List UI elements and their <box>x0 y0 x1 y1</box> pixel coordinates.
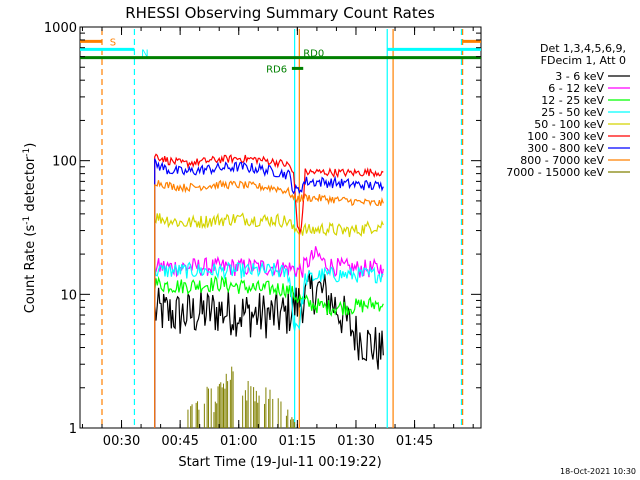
footer-stamp: 18-Oct-2021 10:30 <box>560 467 636 476</box>
y-axis-label-end: ) <box>23 143 38 148</box>
x-tick-label-1: 00:45 <box>161 434 198 449</box>
legend-header-2: FDecim 1, Att 0 <box>541 54 626 67</box>
series-line-5 <box>154 153 384 428</box>
legend-entry-5: 100 - 300 keV <box>527 130 604 143</box>
plot-frame <box>79 26 482 429</box>
legend-header-1: Det 1,3,4,5,6,9, <box>540 42 626 55</box>
plot-area <box>79 26 482 429</box>
x-tick-label-2: 01:00 <box>220 434 257 449</box>
flag-s-label: S <box>110 37 116 48</box>
series-7000-15000-kev <box>187 366 296 428</box>
mode-boundary-lines <box>101 29 464 428</box>
flag-rd6-label: RD6 <box>266 64 287 75</box>
y-tick-label-2: 100 <box>52 155 77 170</box>
x-axis-label: Start Time (19-Jul-11 00:19:22) <box>178 455 381 470</box>
x-tick-label-3: 01:15 <box>279 434 316 449</box>
legend: Det 1,3,4,5,6,9, FDecim 1, Att 0 3 - 6 k… <box>506 42 630 179</box>
x-tick-label-5: 01:45 <box>396 434 433 449</box>
y-axis-label-mid: detector <box>23 156 38 216</box>
legend-entry-0: 3 - 6 keV <box>555 70 604 83</box>
legend-entry-4: 50 - 100 keV <box>534 118 604 131</box>
y-axis-ticks: 1 10 100 1000 <box>44 21 481 437</box>
series-line-6 <box>154 158 384 428</box>
series-layer <box>154 153 384 428</box>
legend-entry-6: 300 - 800 keV <box>527 142 604 155</box>
legend-entry-7: 800 - 7000 keV <box>520 154 604 167</box>
legend-entry-1: 6 - 12 keV <box>548 82 604 95</box>
x-axis-ticks: 00:30 00:45 01:00 01:15 01:30 01:45 <box>81 27 474 449</box>
flag-n-label: N <box>141 48 148 59</box>
y-axis-label-sup1: -1 <box>22 216 32 225</box>
y-axis-label: Count Rate (s-1 detector-1) <box>22 143 38 314</box>
y-tick-label-1: 10 <box>60 288 77 303</box>
x-tick-label-4: 01:30 <box>337 434 374 449</box>
flag-bars: S N RD0 RD6 <box>80 37 481 75</box>
legend-entry-2: 12 - 25 keV <box>541 94 604 107</box>
series-line-7 <box>154 179 384 428</box>
legend-entry-8: 7000 - 15000 keV <box>506 166 604 179</box>
y-tick-label-3: 1000 <box>44 21 77 36</box>
legend-entry-3: 25 - 50 keV <box>541 106 604 119</box>
y-axis-label-main: Count Rate (s <box>23 225 38 314</box>
y-axis-label-sup2: -1 <box>22 148 32 157</box>
series-line-2 <box>154 275 384 428</box>
series-line-3 <box>154 261 384 428</box>
series-line-4 <box>154 212 384 428</box>
chart-title: RHESSI Observing Summary Count Rates <box>125 4 435 22</box>
flag-rd0-label: RD0 <box>303 49 324 60</box>
y-tick-label-0: 1 <box>69 422 77 437</box>
x-tick-label-0: 00:30 <box>103 434 140 449</box>
